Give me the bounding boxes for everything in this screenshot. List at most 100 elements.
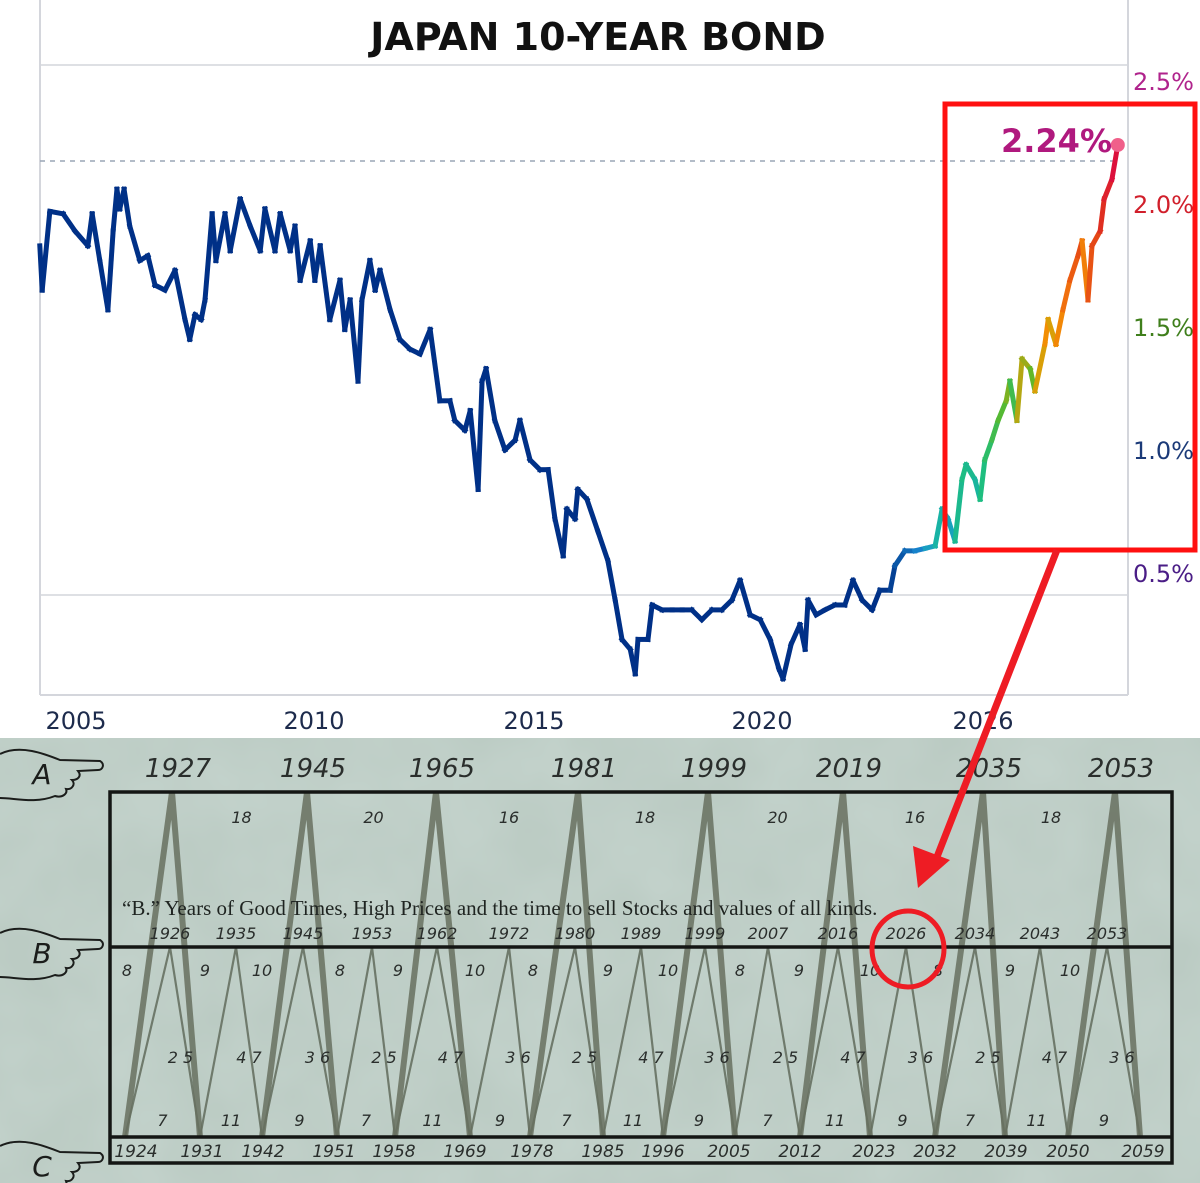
y-tick-label: 0.5% [1133,560,1194,588]
b-interval-label: 9 [794,961,804,980]
b-caption: “B.” Years of Good Times, High Prices an… [122,896,877,920]
inner-pair-label: 2 5 [572,1048,597,1067]
a-interval-label: 20 [363,808,383,827]
b-interval-label: 10 [465,961,485,980]
series-segment [545,466,558,522]
c-interval-label: 9 [897,1111,907,1130]
inner-pair-label: 4 7 [638,1048,664,1067]
series-segment [560,506,570,559]
series-segment [932,506,946,549]
y-tick-label: 1.0% [1133,437,1194,465]
b-year-label: 1926 [150,924,191,943]
c-year-label: 1951 [312,1142,355,1162]
c-year-label: 2039 [984,1142,1027,1162]
c-interval-label: 11 [1026,1111,1046,1130]
c-interval-label: 11 [221,1111,241,1130]
c-interval-label: 9 [495,1111,505,1130]
b-interval-label: 9 [603,961,613,980]
b-interval-label: 8 [933,961,943,980]
series-segment [446,397,458,424]
inner-pair-label: 2 5 [168,1048,193,1067]
b-year-label: 2026 [886,924,927,943]
c-year-label: 1924 [114,1142,157,1162]
a-interval-label: 16 [905,808,925,827]
bond-yield-chart: JAPAN 10-YEAR BOND 2.5%2.0%1.5%1.0%0.5% … [37,0,1194,735]
series-segment [779,641,795,682]
inner-pair-label: 2 5 [975,1048,1000,1067]
pointing-hand-icon: B [0,927,104,981]
cycle-frame [108,790,1174,1165]
series-segment [186,311,198,343]
b-year-label: 1972 [489,924,530,943]
c-interval-label: 7 [157,1111,168,1130]
series-segment [994,397,1010,424]
series-segment [572,486,581,522]
series-segment [172,267,188,323]
series-segment [227,196,244,254]
y-tick-label: 2.0% [1133,191,1194,219]
pointing-hand-icon: A [0,748,104,802]
c-year-label: 2012 [778,1142,821,1162]
b-interval-label: 8 [735,961,745,980]
hand-letter: C [32,1150,52,1183]
a-interval-label: 18 [231,808,251,827]
series-segment [292,223,303,283]
series-segment [1097,196,1107,234]
series-segment [89,210,103,264]
series-segment [804,596,820,619]
series-segment [981,436,996,464]
b-year-label: 2043 [1020,924,1061,943]
c-interval-label: 9 [294,1111,304,1130]
inner-pair-label: 4 7 [438,1048,464,1067]
a-year-label: 2053 [1088,754,1154,784]
c-interval-label: 7 [965,1111,976,1130]
series-segment [386,306,403,343]
inner-pair-label: 2 5 [773,1048,798,1067]
series-segment [1031,341,1048,394]
series-segment [475,378,485,492]
series-segment [39,208,53,293]
y-tick-label: 2.5% [1133,68,1194,96]
c-interval-label: 9 [1099,1111,1109,1130]
last-value-marker [1110,137,1125,152]
c-year-label: 1931 [180,1142,223,1162]
c-interval-label: 11 [825,1111,845,1130]
series-segment [121,186,133,229]
series-segment [841,577,857,609]
series-segment [427,326,443,404]
series-segment [491,417,509,454]
x-tick-label: 2020 [731,707,792,735]
a-year-label: 1965 [409,754,475,784]
b-interval-label: 9 [1005,961,1015,980]
series-segment [737,577,754,618]
series-segment [583,496,602,535]
b-year-label: 1999 [685,924,726,943]
a-year-label: 1945 [280,754,346,784]
c-year-label: 2005 [707,1142,750,1162]
series-segment [604,557,619,603]
last-value-label: 2.24% [1001,122,1112,160]
pointing-hand-icon: C [0,1140,104,1183]
b-interval-label: 8 [122,961,132,980]
b-year-label: 1953 [352,924,393,943]
x-tick-label: 2010 [283,707,344,735]
series-segment [802,597,811,652]
a-interval-label: 16 [499,808,519,827]
series-segment [645,602,655,643]
c-year-label: 1978 [510,1142,553,1162]
series-segment [105,228,116,313]
series-segment [213,210,228,264]
c-year-label: 2032 [913,1142,956,1162]
hand-letter: B [32,937,51,970]
b-interval-label: 10 [1060,961,1080,980]
series-segment [1059,277,1073,313]
inner-pair-label: 4 7 [840,1048,866,1067]
inner-pair-label: 4 7 [236,1048,262,1067]
hand-letter: A [30,758,51,791]
b-interval-label: 9 [200,961,210,980]
c-year-label: 2023 [852,1142,895,1162]
x-tick-label: 2005 [45,707,106,735]
b-year-label: 1935 [216,924,257,943]
series-segment [632,636,641,677]
a-year-label: 2019 [816,754,882,784]
